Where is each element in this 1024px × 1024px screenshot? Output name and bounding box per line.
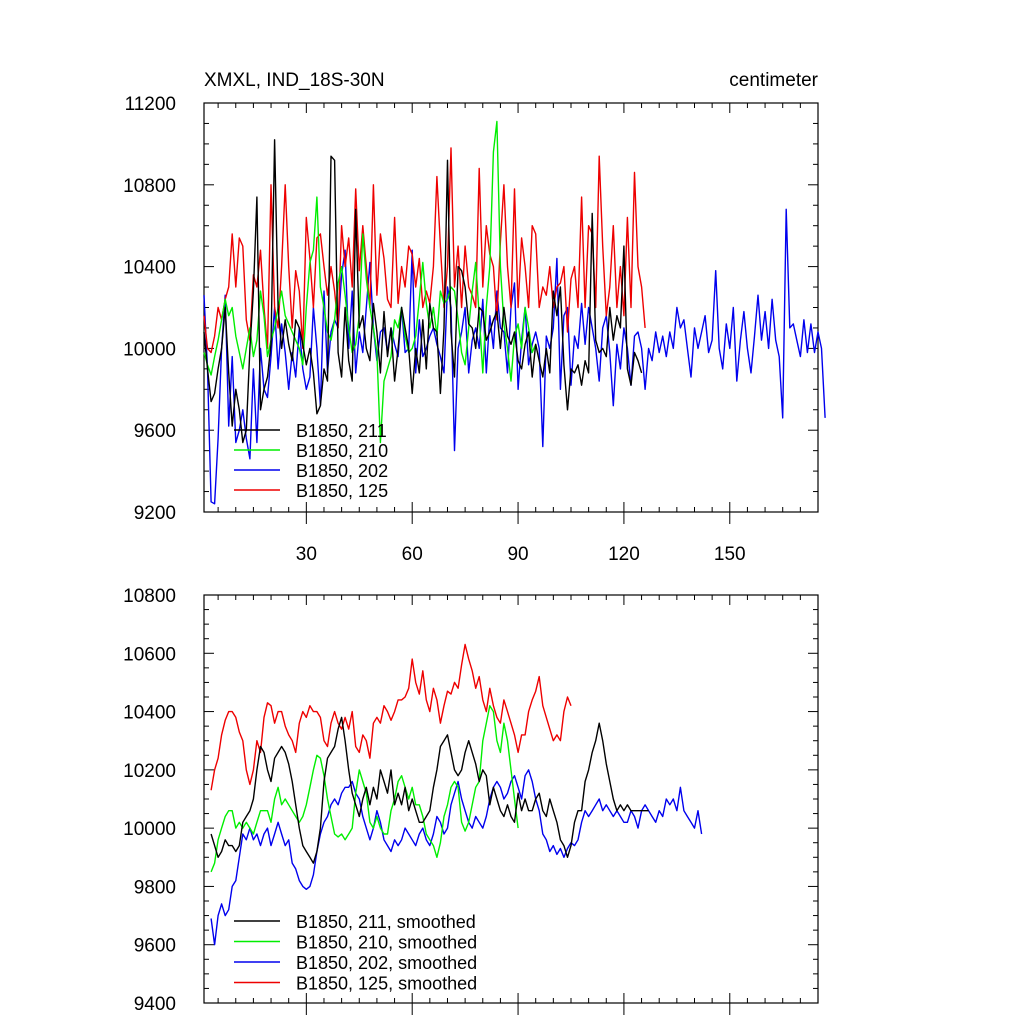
top-series-line [203,139,643,444]
top-series-line [203,147,646,354]
bottom-legend-label: B1850, 210, smoothed [296,933,477,953]
top-y-tick-label: 9600 [134,421,176,442]
top-legend-label: B1850, 202 [296,461,388,481]
bottom-series-line [210,716,649,864]
top-y-tick-label: 10000 [123,339,176,360]
top-y-tick-label: 9200 [134,503,176,524]
bottom-y-tick-label: 9800 [134,877,176,898]
bottom-legend-label: B1850, 211, smoothed [296,912,476,932]
top-series-line [203,208,826,505]
bottom-y-tick-label: 10000 [123,819,176,840]
top-x-tick-label: 30 [296,544,317,565]
top-x-tick-label: 120 [608,544,640,565]
bottom-y-tick-label: 10400 [123,703,176,724]
bottom-y-tick-label: 9600 [134,936,176,957]
bottom-series-line [210,769,703,946]
bottom-legend-label: B1850, 125, smoothed [296,974,477,994]
top-y-tick-label: 11200 [125,94,176,115]
bottom-plot-area: 9400 9600 9800 10000 10200 10400 10600 10800 [123,586,819,1015]
bottom-series-line [210,643,572,791]
bottom-y-tick-label: 10200 [123,761,176,782]
bottom-legend-label: B1850, 202, smoothed [296,953,477,973]
top-x-tick-label: 150 [714,544,746,565]
top-legend-label: B1850, 210 [296,441,388,461]
top-y-tick-label: 10800 [123,176,176,197]
top-legend-label: B1850, 125 [296,481,388,501]
bottom-y-tick-label: 10600 [123,644,176,665]
bottom-y-tick-label: 9400 [134,994,176,1015]
top-panel-units: centimeter [729,70,818,91]
top-legend-label: B1850, 211 [296,421,387,441]
top-plot-area: 9200 9600 10000 10400 10800 11200 30 60 90 120 150 [123,94,826,565]
top-panel-title: XMXL, IND_18S-30N [204,70,385,91]
top-panel: XMXL, IND_18S-30N centimeter 9200 9600 100… [123,70,826,565]
top-x-tick-label: 90 [507,544,528,565]
bottom-panel: 9400 9600 9800 10000 10200 10400 10600 10800 B1… [123,586,819,1015]
bottom-y-tick-label: 10800 [123,586,176,607]
bottom-series-line [210,705,519,873]
top-x-tick-label: 60 [402,544,423,565]
top-y-tick-label: 10400 [123,258,176,279]
